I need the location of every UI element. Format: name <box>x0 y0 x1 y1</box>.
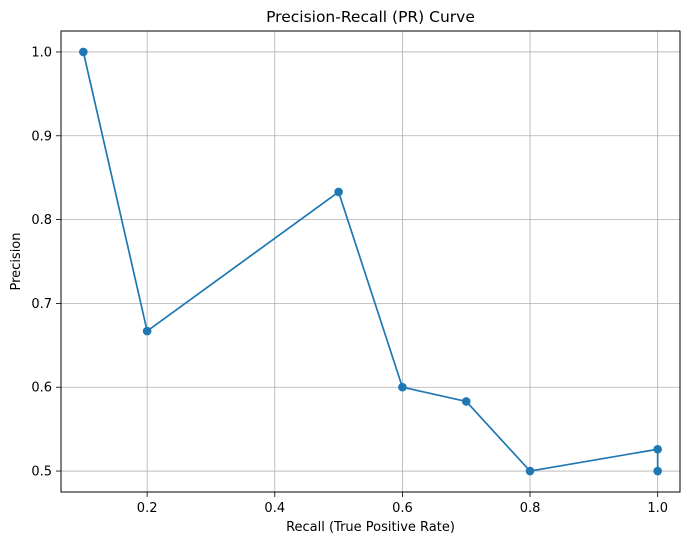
data-point-marker <box>398 382 407 392</box>
data-point-marker <box>461 397 471 406</box>
y-tick-label: 1.0 <box>31 45 52 60</box>
data-point-marker <box>525 466 535 476</box>
y-tick-label: 0.7 <box>31 297 52 312</box>
data-point-marker <box>653 444 662 454</box>
y-tick-label: 0.5 <box>31 465 52 480</box>
y-axis-label: Precision <box>9 232 24 290</box>
data-point-marker <box>142 326 152 336</box>
data-point-marker <box>653 466 662 476</box>
x-tick-label: 0.8 <box>520 501 541 516</box>
y-tick-label: 0.6 <box>31 381 52 396</box>
data-point-marker <box>334 187 343 197</box>
y-tick-label: 0.8 <box>31 213 52 228</box>
data-point-marker <box>79 47 88 57</box>
series-layer <box>79 47 662 476</box>
chart-title: Precision-Recall (PR) Curve <box>266 8 475 26</box>
series-line <box>82 51 659 472</box>
x-axis-label: Recall (True Positive Rate) <box>286 520 455 535</box>
x-tick-label: 1.0 <box>647 501 668 516</box>
x-tick-label: 0.2 <box>137 501 158 516</box>
y-tick-label: 0.9 <box>31 129 52 144</box>
x-tick-label: 0.6 <box>392 501 413 516</box>
grid-lines <box>61 31 680 492</box>
axis-ticks: 0.2 0.4 0.6 0.8 1.0 0.5 0.6 0.7 0.8 0.9 1.0 <box>31 45 668 516</box>
x-tick-label: 0.4 <box>264 501 285 516</box>
plot-area-frame <box>60 30 681 493</box>
